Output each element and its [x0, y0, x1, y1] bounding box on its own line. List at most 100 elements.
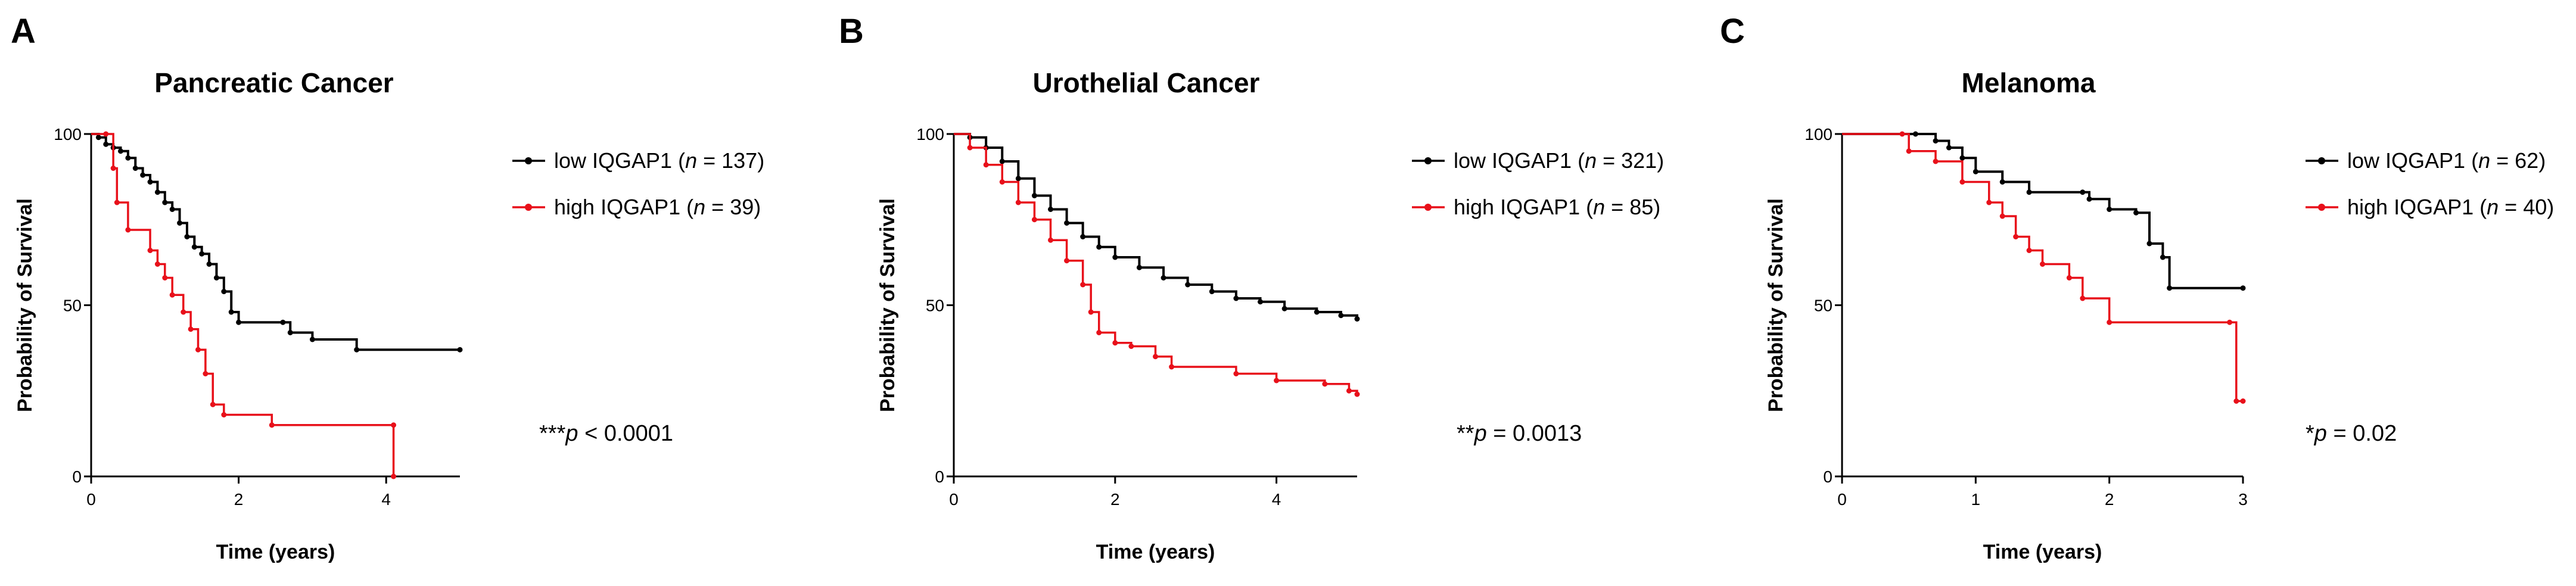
- survival-curve-high: [1842, 133, 2243, 403]
- legend-marker: [2318, 204, 2325, 211]
- censor-point: [2146, 241, 2152, 247]
- censor-point: [1169, 364, 1175, 370]
- censor-point: [2233, 398, 2239, 404]
- legend-n-symbol: n: [1585, 148, 1597, 173]
- legend-n-value: 40: [2523, 195, 2547, 219]
- censor-point: [1322, 381, 1328, 387]
- censor-point: [2013, 234, 2019, 239]
- legend-n-value: 85: [1629, 195, 1653, 219]
- legend-equals: =: [1605, 195, 1629, 219]
- y-tick-label: 100: [1805, 125, 1833, 144]
- censor-point: [228, 309, 234, 315]
- legend-equals: =: [2490, 148, 2515, 173]
- legend-entry: high IQGAP1 (n = 39): [554, 195, 761, 219]
- legend-paren-close: ): [757, 148, 764, 173]
- censor-point: [1354, 316, 1360, 322]
- censor-point: [203, 371, 209, 376]
- chart-panel-a: A Pancreatic Cancer 0 50 100 0 2 4 Time (years) P…: [11, 12, 764, 563]
- y-tick-label: 100: [916, 125, 944, 144]
- x-tick-label: 3: [2238, 490, 2248, 509]
- censor-point: [184, 234, 190, 239]
- censor-point: [1338, 313, 1344, 319]
- censor-point: [1999, 213, 2005, 219]
- censor-point: [188, 326, 194, 332]
- legend-equals: =: [2499, 195, 2523, 219]
- censor-point: [118, 148, 124, 154]
- censor-point: [1258, 299, 1264, 305]
- legend-series-name: high IQGAP1: [1454, 195, 1580, 219]
- censor-point: [1064, 220, 1070, 226]
- x-axis-label: Time (years): [1983, 541, 2102, 563]
- censor-point: [154, 261, 160, 267]
- censor-point: [2240, 398, 2246, 404]
- censor-point: [1946, 145, 1952, 151]
- censor-point: [1096, 330, 1102, 335]
- y-tick-label: 0: [1823, 467, 1833, 486]
- censor-point: [147, 248, 153, 253]
- legend-paren-close: ): [1657, 148, 1664, 173]
- censor-point: [213, 275, 219, 280]
- censor-point: [1281, 306, 1287, 311]
- p-value-symbol: p: [1474, 421, 1487, 446]
- censor-point: [1015, 176, 1021, 182]
- censor-point: [154, 189, 160, 195]
- censor-point: [1933, 158, 1939, 164]
- y-axis-label: Probability of Survival: [1765, 198, 1787, 412]
- censor-point: [1209, 289, 1215, 294]
- x-tick-label: 2: [234, 490, 244, 509]
- censor-point: [1064, 258, 1070, 264]
- legend-equals: =: [705, 195, 730, 219]
- x-tick-label: 0: [949, 490, 959, 509]
- censor-point: [1161, 275, 1166, 280]
- censor-point: [999, 158, 1005, 164]
- chart-title: Pancreatic Cancer: [154, 67, 394, 98]
- legend-equals: =: [1597, 148, 1621, 173]
- legend-marker: [1424, 204, 1432, 211]
- p-value-number: = 0.0013: [1487, 421, 1582, 446]
- legend-n-symbol: n: [1593, 195, 1605, 219]
- panel-letter: B: [839, 12, 864, 51]
- legend-paren-open: (: [2474, 195, 2487, 219]
- x-tick-label: 1: [1971, 490, 1981, 509]
- p-value: ***p < 0.0001: [539, 421, 673, 446]
- legend-series-name: low IQGAP1: [554, 148, 672, 173]
- censor-point: [1088, 309, 1094, 315]
- y-tick-label: 50: [63, 297, 82, 315]
- censor-point: [1274, 378, 1280, 384]
- legend-paren-close: ): [754, 195, 761, 219]
- y-tick-label: 50: [926, 297, 944, 315]
- censor-point: [236, 319, 242, 325]
- censor-point: [1314, 309, 1320, 315]
- legend-paren-open: (: [680, 195, 693, 219]
- censor-point: [1354, 391, 1360, 397]
- censor-point: [1185, 282, 1191, 288]
- legend-series-name: high IQGAP1: [554, 195, 680, 219]
- panel-letter: C: [1720, 12, 1745, 51]
- legend-n-value: 62: [2515, 148, 2538, 173]
- legend-n-value: 137: [721, 148, 757, 173]
- y-axis-label: Probability of Survival: [876, 198, 899, 412]
- chart-title: Melanoma: [1962, 67, 2096, 98]
- legend-paren-close: ): [2547, 195, 2554, 219]
- censor-point: [983, 162, 989, 168]
- censor-point: [1153, 354, 1158, 360]
- censor-point: [162, 200, 168, 205]
- legend-series-name: high IQGAP1: [2347, 195, 2474, 219]
- p-value-number: = 0.02: [2327, 421, 2397, 446]
- legend-n-symbol: n: [2478, 148, 2490, 173]
- censor-point: [2026, 189, 2032, 195]
- censor-point: [169, 207, 175, 212]
- censor-point: [2026, 248, 2032, 253]
- legend-n-value: 39: [730, 195, 754, 219]
- censor-point: [125, 227, 131, 233]
- censor-point: [269, 422, 275, 428]
- censor-point: [206, 261, 212, 267]
- censor-point: [2080, 295, 2086, 301]
- x-tick-label: 2: [2105, 490, 2114, 509]
- censor-point: [280, 319, 286, 325]
- censor-point: [162, 275, 168, 280]
- censor-point: [221, 412, 227, 417]
- chart-title: Urothelial Cancer: [1033, 67, 1260, 98]
- censor-point: [110, 166, 116, 171]
